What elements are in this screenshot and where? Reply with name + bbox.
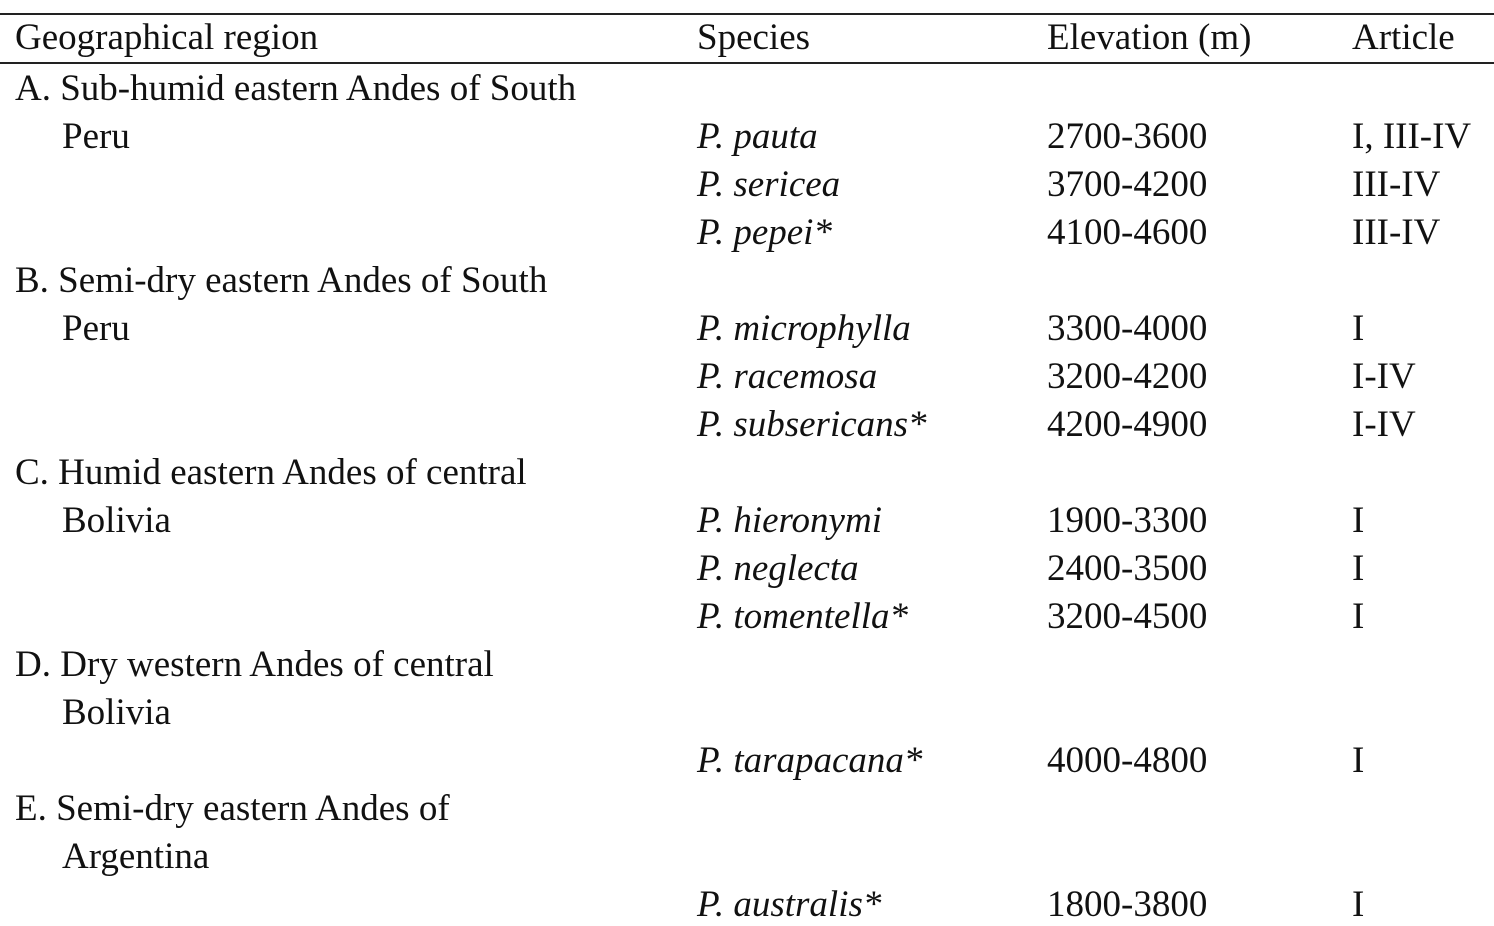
article: I — [1352, 500, 1365, 541]
elevation: 3200-4500 — [1047, 596, 1208, 637]
elevation: 4100-4600 — [1047, 212, 1208, 253]
region-label: Argentina — [62, 836, 210, 877]
column-header: Geographical region — [15, 17, 319, 58]
region-label: Bolivia — [62, 692, 171, 733]
elevation: 3300-4000 — [1047, 308, 1208, 349]
species: P. microphylla — [697, 308, 911, 349]
species: P. pepei* — [697, 212, 832, 253]
elevation: 1900-3300 — [1047, 500, 1208, 541]
region-label: C. Humid eastern Andes of central — [15, 452, 527, 493]
species: P. subsericans* — [697, 404, 927, 445]
article: III-IV — [1352, 212, 1441, 253]
article: I — [1352, 596, 1365, 637]
elevation: 3200-4200 — [1047, 356, 1208, 397]
article: I — [1352, 740, 1365, 781]
article: I, III-IV — [1352, 116, 1472, 157]
elevation: 2700-3600 — [1047, 116, 1208, 157]
article: I — [1352, 308, 1365, 349]
species: P. sericea — [697, 164, 841, 205]
article: III-IV — [1352, 164, 1441, 205]
article: I-IV — [1352, 404, 1416, 445]
elevation: 2400-3500 — [1047, 548, 1208, 589]
species: P. neglecta — [697, 548, 859, 589]
region-label: Bolivia — [62, 500, 171, 541]
region-label: A. Sub-humid eastern Andes of South — [15, 68, 577, 109]
elevation: 1800-3800 — [1047, 884, 1208, 925]
article: I-IV — [1352, 356, 1416, 397]
region-label: B. Semi-dry eastern Andes of South — [15, 260, 548, 301]
region-label: Peru — [62, 116, 130, 157]
species: P. racemosa — [697, 356, 878, 397]
top-rule — [0, 13, 1494, 15]
region-label: D. Dry western Andes of central — [15, 644, 494, 685]
species: P. australis* — [697, 884, 882, 925]
column-header: Elevation (m) — [1047, 17, 1252, 58]
article: I — [1352, 548, 1365, 589]
column-header: Article — [1352, 17, 1455, 58]
elevation: 3700-4200 — [1047, 164, 1208, 205]
article: I — [1352, 884, 1365, 925]
species: P. hieronymi — [697, 500, 882, 541]
species: P. tarapacana* — [697, 740, 923, 781]
region-label: E. Semi-dry eastern Andes of — [15, 788, 450, 829]
region-label: Peru — [62, 308, 130, 349]
species: P. tomentella* — [697, 596, 909, 637]
elevation: 4000-4800 — [1047, 740, 1208, 781]
header-rule — [0, 62, 1494, 64]
column-header: Species — [697, 17, 811, 58]
elevation: 4200-4900 — [1047, 404, 1208, 445]
species: P. pauta — [697, 116, 818, 157]
